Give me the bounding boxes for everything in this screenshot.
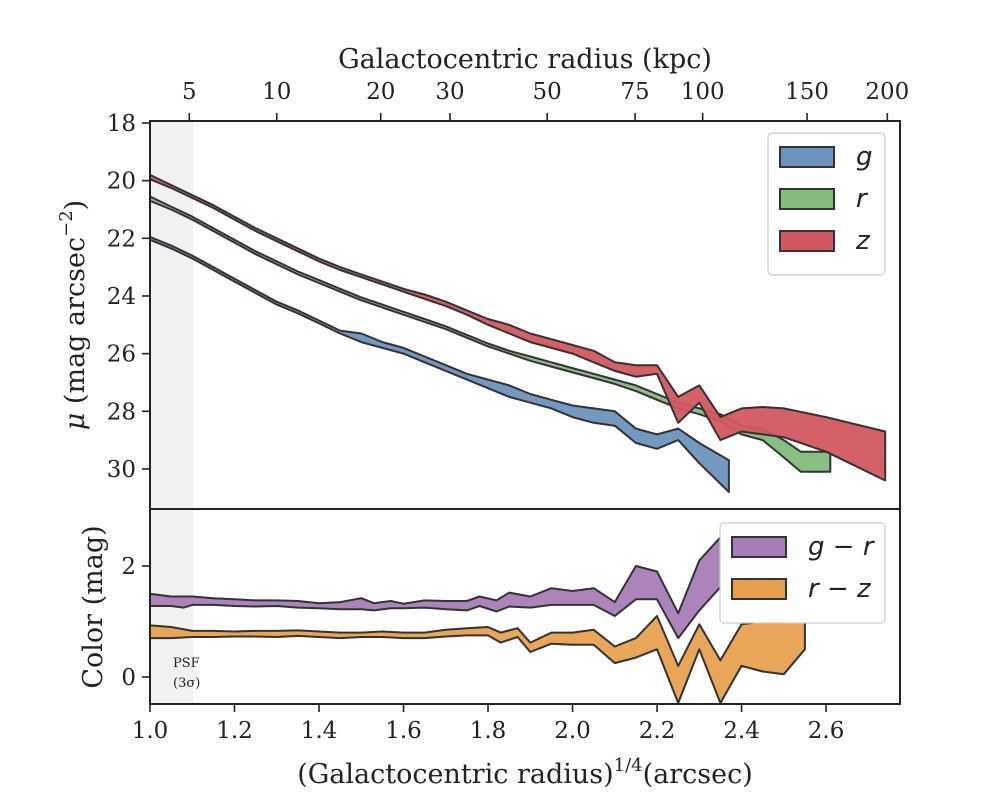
color-y-tick-label: 0 [121, 665, 136, 691]
y-tick-label: 22 [107, 226, 136, 252]
y-tick-label: 30 [107, 457, 136, 483]
y-tick-label: 28 [107, 399, 136, 425]
band-z-top-bands [149, 173, 887, 482]
legend-label: r − z [808, 574, 872, 604]
color-frame [149, 508, 901, 705]
surface-brightness-bands [149, 173, 887, 493]
color-panel: 02 1.0 1.2 1.4 1.6 1.8 2.0 2.2 2.4 2.6 g − rr − … [121, 508, 901, 744]
legend-label: z [855, 226, 871, 256]
top-tick-label: 100 [681, 79, 725, 105]
top-tick-label: 75 [620, 79, 649, 105]
band-g-top-bands [149, 235, 730, 493]
legend-swatch [731, 578, 787, 600]
top-tick-label: 10 [262, 79, 291, 105]
band-rz-bot-bands [149, 598, 806, 704]
color-y-ticks: 02 [121, 554, 150, 691]
y-tick-label: 26 [107, 342, 136, 368]
top-tick-label: 30 [435, 79, 464, 105]
bottom-x-axis-ticks: 1.0 1.2 1.4 1.6 1.8 2.0 2.2 2.4 2.6 [132, 704, 845, 744]
legend-label: g − r [808, 532, 876, 562]
surface-brightness-panel: 18 20 22 24 26 28 30 5 10 20 30 50 75 100 150 200 grz [107, 79, 909, 510]
legend-swatch [779, 230, 835, 252]
top-kpc-axis-ticks: 5 10 20 30 50 75 100 150 200 [182, 79, 909, 121]
surface-brightness-y-ticks: 18 20 22 24 26 28 30 [107, 111, 150, 483]
top-tick-label: 5 [182, 79, 197, 105]
x-tick-label: 2.0 [554, 718, 591, 744]
bottom-y-axis-label: Color (mag) [78, 525, 109, 688]
x-tick-label: 2.6 [808, 718, 845, 744]
x-tick-label: 1.4 [301, 718, 338, 744]
y-axis-label-close: ) [60, 200, 91, 211]
y-tick-label: 24 [107, 284, 136, 310]
top-tick-label: 20 [366, 79, 395, 105]
top-tick-label: 200 [865, 79, 909, 105]
top-tick-label: 50 [533, 79, 562, 105]
y-axis-label-mu: μ [60, 413, 91, 431]
psf-label-line2: (3σ) [173, 676, 200, 691]
legend-label: r [856, 184, 869, 214]
x-tick-label: 2.2 [639, 718, 676, 744]
x-tick-label: 1.0 [132, 718, 169, 744]
legend-label: g [856, 142, 873, 172]
x-tick-label: 1.2 [216, 718, 253, 744]
y-tick-label: 18 [107, 111, 136, 137]
legend-swatch [779, 188, 835, 210]
surface-brightness-legend: grz [767, 132, 886, 276]
x-tick-label: 1.8 [470, 718, 507, 744]
band-gr-bot-bands [149, 531, 726, 640]
y-axis-label-sup: −2 [56, 210, 77, 237]
color-y-tick-label: 2 [121, 554, 136, 580]
x-tick-label: 2.4 [723, 718, 760, 744]
x-axis-label-sup: 1/4 [614, 755, 643, 776]
y-axis-label-unit: (mag arcsec [60, 237, 91, 404]
x-axis-label: (Galactocentric radius)1/4(arcsec) [297, 755, 753, 790]
top-y-axis-label: μ (mag arcsec−2) [56, 200, 91, 430]
legend-swatch [731, 536, 787, 558]
y-tick-label: 20 [107, 169, 136, 195]
x-axis-label-main: (Galactocentric radius) [297, 759, 613, 790]
top-tick-label: 150 [785, 79, 829, 105]
top-axis-label: Galactocentric radius (kpc) [338, 44, 712, 75]
band-r-top-bands [149, 195, 832, 473]
x-axis-label-unit: (arcsec) [643, 759, 753, 790]
psf-label-line1: PSF [173, 656, 200, 671]
legend-swatch [779, 146, 835, 168]
x-tick-label: 1.6 [385, 718, 422, 744]
color-legend: g − r r − z [719, 522, 886, 624]
color-bands [149, 531, 806, 704]
